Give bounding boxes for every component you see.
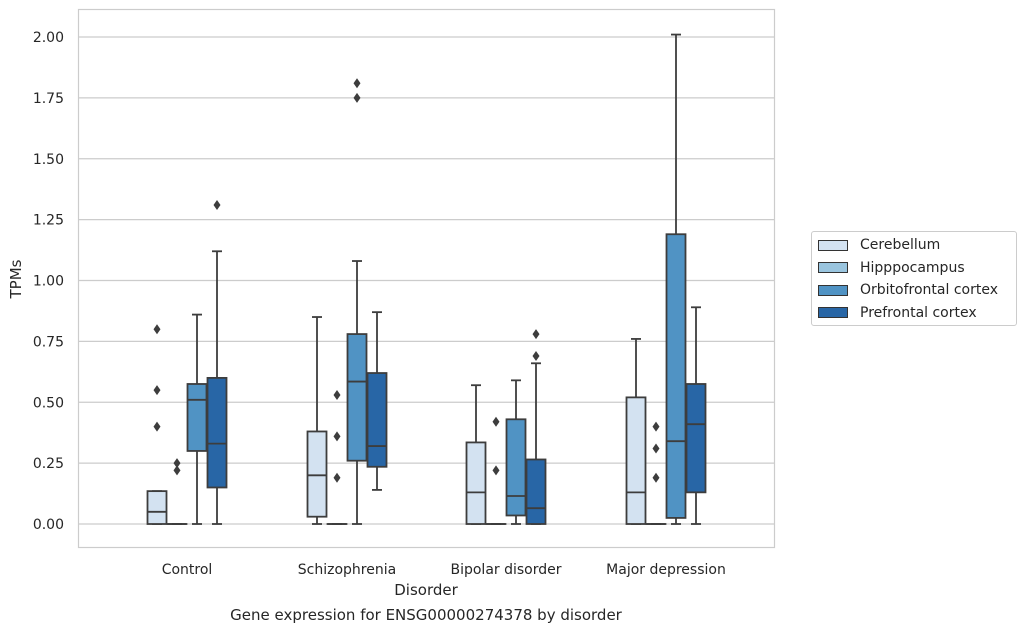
y-tick-label: 1.00	[33, 274, 64, 290]
box-iqr	[186, 383, 208, 452]
y-tick-label: 1.50	[33, 152, 64, 168]
box-0-3	[625, 338, 647, 525]
legend-item: Cerebellum	[818, 235, 940, 255]
legend-item: Prefrontal cortex	[818, 303, 977, 323]
box-iqr	[366, 372, 388, 468]
outlier-point	[492, 416, 500, 427]
box-iqr	[525, 458, 547, 525]
outlier-point	[173, 458, 181, 469]
outlier-point	[153, 324, 161, 335]
y-tick-label: 1.75	[33, 91, 64, 107]
box-iqr	[146, 490, 168, 525]
legend-item: Orbitofrontal cortex	[818, 280, 998, 300]
box-iqr	[685, 383, 707, 494]
legend-swatch	[818, 239, 848, 251]
box-3-2	[525, 329, 547, 525]
chart-caption: Gene expression for ENSG00000274378 by d…	[230, 606, 622, 624]
x-tick-label: Major depression	[606, 562, 726, 578]
legend-label: Prefrontal cortex	[860, 304, 977, 321]
outlier-point	[532, 329, 540, 340]
legend-label: Cerebellum	[860, 237, 941, 253]
y-axis-label: TPMs	[7, 259, 25, 299]
plot-frame	[77, 8, 776, 549]
x-tick-label: Control	[162, 562, 213, 578]
legend-item: Hipppocampus	[818, 258, 965, 278]
box-iqr	[306, 430, 328, 518]
box-3-3	[685, 306, 707, 525]
box-0-1	[306, 316, 328, 525]
y-tick-label: 0.25	[33, 456, 64, 472]
box-0-0	[146, 324, 168, 525]
outlier-point	[652, 472, 660, 483]
x-tick-labels: Control Schizophrenia Bipolar disorder Majo…	[162, 562, 726, 578]
legend-label: Orbitofrontal cortex	[860, 282, 998, 298]
box-2-0	[186, 313, 208, 525]
box-0-2	[465, 384, 487, 525]
box-1-0	[166, 458, 188, 525]
legend-label: Hipppocampus	[860, 259, 965, 276]
outlier-point	[353, 92, 361, 103]
y-tick-label: 2.00	[33, 30, 64, 46]
legend-swatch	[818, 284, 848, 296]
box-3-0	[206, 200, 228, 525]
box-3-1	[366, 311, 388, 491]
box-2-1	[346, 78, 368, 525]
outlier-point	[153, 421, 161, 432]
box-1-1	[326, 389, 348, 525]
box-iqr	[665, 233, 687, 519]
outlier-point	[353, 78, 361, 89]
outlier-point	[333, 472, 341, 483]
box-2-2	[505, 379, 527, 525]
y-tick-label: 0.75	[33, 334, 64, 350]
box-iqr	[625, 396, 647, 525]
box-iqr	[505, 418, 527, 517]
box-1-3	[645, 421, 667, 525]
box-2-3	[665, 33, 687, 525]
y-tick-label: 0.50	[33, 395, 64, 411]
outlier-point	[532, 350, 540, 361]
outlier-point	[213, 200, 221, 211]
outlier-point	[652, 421, 660, 432]
x-tick-label: Bipolar disorder	[450, 562, 561, 578]
outlier-point	[333, 389, 341, 400]
box-iqr	[206, 376, 228, 489]
outlier-point	[173, 465, 181, 476]
y-tick-label: 1.25	[33, 213, 64, 229]
x-tick-label: Schizophrenia	[298, 562, 396, 578]
x-axis-label: Disorder	[394, 581, 458, 599]
outlier-point	[652, 443, 660, 454]
box-1-2	[485, 416, 507, 525]
box-plot-series	[146, 33, 707, 525]
outlier-point	[153, 385, 161, 396]
outlier-point	[333, 431, 341, 442]
legend-swatch	[818, 307, 848, 318]
y-tick-labels: 0.00 0.25 0.50 0.75 1.00 1.25 1.50 1.75 2.00	[33, 30, 64, 533]
outlier-point	[492, 465, 500, 476]
legend: Cerebellum Hipppocampus Orbitofrontal cort…	[811, 231, 1017, 326]
box-iqr	[346, 333, 368, 462]
y-tick-label: 0.00	[33, 517, 64, 533]
legend-swatch	[818, 262, 848, 273]
box-iqr	[465, 441, 487, 525]
